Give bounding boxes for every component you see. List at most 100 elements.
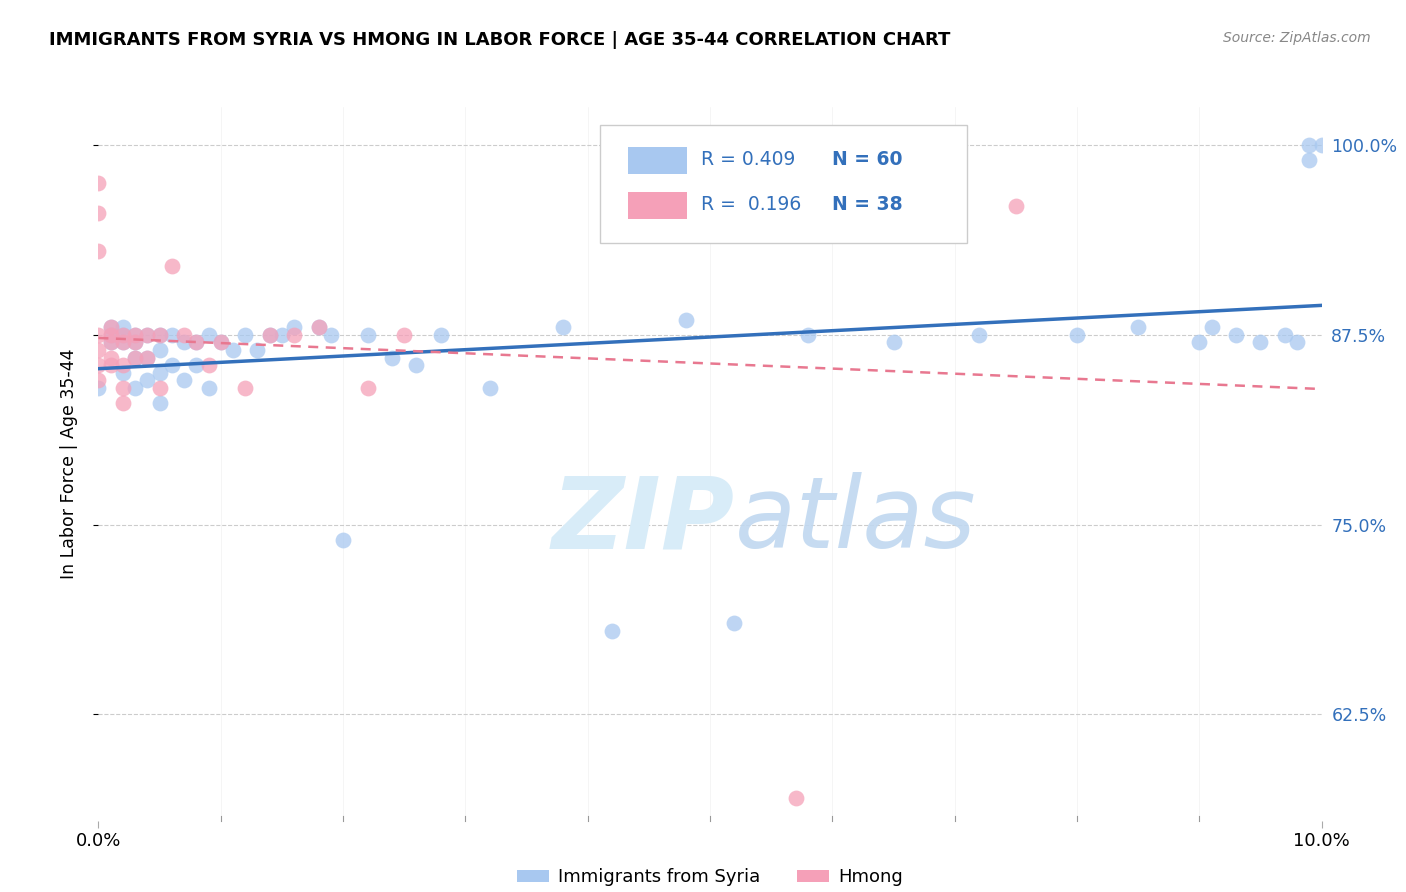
Point	[209, 335, 232, 350]
Point	[797, 327, 820, 342]
Point	[222, 343, 245, 357]
Point	[308, 320, 330, 334]
Point	[197, 358, 219, 372]
Point	[186, 358, 208, 372]
Point	[259, 327, 281, 342]
Point	[124, 351, 146, 365]
Point	[1298, 153, 1320, 168]
Point	[160, 260, 183, 274]
Point	[332, 533, 354, 547]
Point	[87, 176, 110, 190]
Point	[100, 327, 122, 342]
Point	[111, 396, 134, 410]
Point	[883, 335, 905, 350]
Point	[1286, 335, 1309, 350]
Point	[1249, 335, 1271, 350]
Text: atlas: atlas	[734, 473, 976, 569]
Point	[136, 327, 159, 342]
Point	[1310, 138, 1333, 153]
Point	[197, 327, 219, 342]
Point	[100, 320, 122, 334]
Point	[186, 335, 208, 350]
Point	[100, 320, 122, 334]
Point	[124, 327, 146, 342]
Point	[173, 373, 195, 387]
Point	[478, 381, 501, 395]
Point	[1274, 327, 1296, 342]
Text: N = 60: N = 60	[832, 151, 903, 169]
Point	[785, 790, 807, 805]
Point	[246, 343, 269, 357]
Point	[405, 358, 427, 372]
Point	[100, 327, 122, 342]
Legend: Immigrants from Syria, Hmong: Immigrants from Syria, Hmong	[510, 862, 910, 892]
Point	[1004, 199, 1026, 213]
Point	[149, 366, 172, 380]
FancyBboxPatch shape	[600, 125, 967, 243]
Point	[1201, 320, 1223, 334]
Point	[283, 327, 305, 342]
Point	[553, 320, 575, 334]
Point	[920, 184, 942, 198]
Point	[149, 396, 172, 410]
Y-axis label: In Labor Force | Age 35-44: In Labor Force | Age 35-44	[59, 349, 77, 579]
Point	[600, 624, 623, 638]
Point	[100, 335, 122, 350]
Point	[356, 327, 378, 342]
Point	[87, 373, 110, 387]
Text: Source: ZipAtlas.com: Source: ZipAtlas.com	[1223, 31, 1371, 45]
Point	[111, 327, 134, 342]
Point	[124, 381, 146, 395]
Point	[124, 327, 146, 342]
Point	[197, 381, 219, 395]
Point	[100, 358, 122, 372]
Point	[1066, 327, 1088, 342]
Point	[259, 327, 281, 342]
Text: IMMIGRANTS FROM SYRIA VS HMONG IN LABOR FORCE | AGE 35-44 CORRELATION CHART: IMMIGRANTS FROM SYRIA VS HMONG IN LABOR …	[49, 31, 950, 49]
Point	[430, 327, 453, 342]
Point	[87, 206, 110, 220]
Point	[149, 381, 172, 395]
Point	[1188, 335, 1211, 350]
Point	[173, 335, 195, 350]
Point	[308, 320, 330, 334]
Text: R = 0.409: R = 0.409	[702, 151, 796, 169]
Point	[136, 351, 159, 365]
Point	[1298, 138, 1320, 153]
Point	[209, 335, 232, 350]
Point	[675, 312, 697, 326]
Point	[111, 320, 134, 334]
Point	[100, 335, 122, 350]
Point	[111, 381, 134, 395]
Text: R =  0.196: R = 0.196	[702, 195, 801, 214]
Point	[283, 320, 305, 334]
Point	[270, 327, 292, 342]
Point	[124, 351, 146, 365]
Point	[160, 327, 183, 342]
Point	[381, 351, 404, 365]
Point	[136, 327, 159, 342]
Point	[1128, 320, 1150, 334]
Point	[356, 381, 378, 395]
Text: N = 38: N = 38	[832, 195, 903, 214]
Point	[111, 327, 134, 342]
Point	[233, 327, 256, 342]
Point	[186, 335, 208, 350]
Point	[233, 381, 256, 395]
Point	[136, 351, 159, 365]
Point	[124, 335, 146, 350]
Point	[87, 244, 110, 259]
Point	[111, 335, 134, 350]
Point	[319, 327, 342, 342]
Text: ZIP: ZIP	[551, 473, 734, 569]
Point	[111, 335, 134, 350]
Bar	[628, 192, 686, 219]
Point	[87, 327, 110, 342]
Point	[100, 351, 122, 365]
Point	[111, 358, 134, 372]
Bar	[628, 147, 686, 174]
Point	[173, 327, 195, 342]
Point	[87, 343, 110, 357]
Point	[967, 327, 990, 342]
Point	[392, 327, 416, 342]
